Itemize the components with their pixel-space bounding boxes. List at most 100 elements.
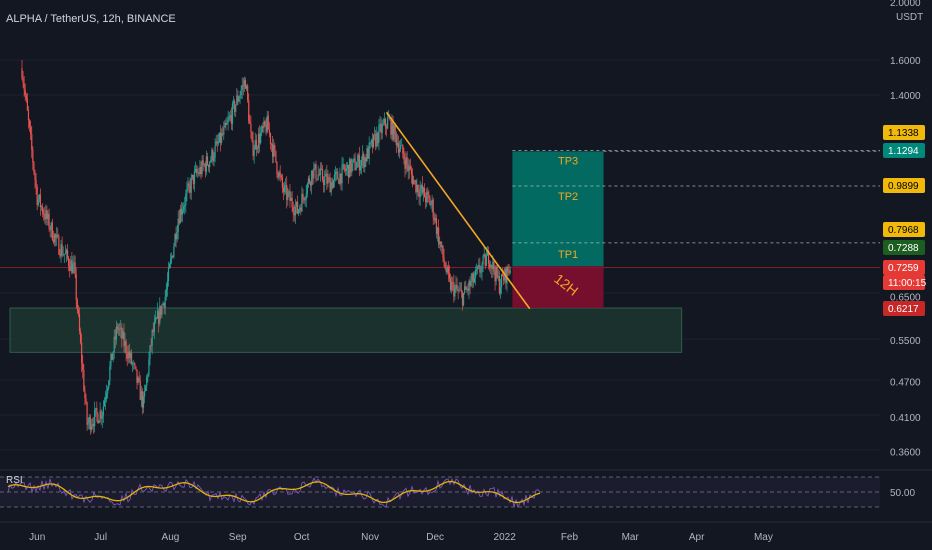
candle: [74, 255, 76, 279]
candle: [471, 272, 473, 289]
candle: [433, 212, 435, 225]
candle-body: [183, 206, 185, 211]
candle: [462, 292, 465, 307]
candle: [257, 127, 260, 154]
candle-body: [448, 273, 451, 279]
candle-body: [148, 359, 150, 375]
candle: [206, 152, 209, 166]
candle: [472, 271, 474, 288]
price-tick-label: 0.6500: [890, 292, 921, 303]
candle-body: [316, 179, 318, 180]
candle-body: [203, 164, 205, 166]
candle-body: [66, 250, 69, 258]
candle-body: [320, 168, 323, 170]
candle: [127, 345, 129, 364]
candle-body: [57, 234, 59, 237]
candle-body: [117, 329, 120, 330]
candle: [360, 156, 363, 175]
candle-body: [190, 177, 192, 193]
candle-body: [104, 397, 107, 401]
candle-body: [321, 168, 324, 180]
candle-body: [340, 173, 342, 184]
candle-body: [451, 282, 453, 291]
candle: [148, 351, 150, 377]
candle-body: [366, 148, 368, 162]
candle: [87, 417, 89, 430]
candle-body: [48, 213, 50, 229]
candle-body: [145, 385, 147, 392]
candle: [117, 323, 120, 336]
candle-body: [435, 218, 438, 234]
candle: [262, 122, 264, 133]
candle: [23, 76, 25, 97]
candle: [222, 126, 224, 137]
candle: [448, 265, 451, 283]
candle: [482, 254, 484, 273]
candle: [184, 196, 186, 215]
candle: [269, 132, 272, 150]
price-badge-bg: [883, 260, 925, 275]
candle-body: [46, 210, 48, 220]
candle: [413, 176, 415, 185]
candle-body: [136, 369, 138, 383]
candle: [365, 153, 367, 167]
candle-body: [110, 353, 112, 366]
candle-body: [91, 424, 94, 426]
candle-body: [499, 287, 502, 294]
price-tick-label: 0.5500: [890, 336, 921, 347]
candle: [66, 243, 69, 261]
candle: [125, 339, 127, 362]
time-tick-label: Dec: [426, 532, 444, 543]
candle: [129, 350, 132, 365]
time-axis[interactable]: Jun Jul Aug Sep Oct Nov Dec 2022 Feb Mar Apr May: [0, 521, 932, 543]
candle: [341, 156, 343, 192]
candle: [353, 154, 355, 163]
chart-overlays: [385, 111, 880, 310]
candle-body: [215, 141, 217, 146]
candle: [299, 204, 301, 214]
candle: [153, 315, 155, 339]
candle: [236, 87, 238, 106]
candle-body: [302, 193, 304, 198]
candle-body: [460, 289, 463, 292]
candle: [203, 162, 205, 168]
target-zone: [512, 151, 604, 267]
candle: [45, 204, 47, 226]
candle: [244, 77, 247, 90]
price-badge-bg: [883, 240, 925, 255]
candle: [217, 133, 219, 147]
candle: [330, 177, 332, 196]
candle: [337, 168, 339, 180]
candle: [92, 417, 95, 434]
candle: [49, 225, 51, 238]
candle-body: [237, 95, 239, 102]
candle-body: [455, 284, 457, 288]
candle: [41, 203, 44, 218]
candle-body: [382, 123, 384, 125]
candle: [329, 172, 331, 193]
candle: [398, 140, 401, 159]
price-badge-bg: [883, 222, 925, 237]
price-badge-bg: [883, 178, 925, 193]
candle-body: [198, 172, 200, 175]
candle-body: [287, 192, 289, 200]
candle: [47, 210, 49, 226]
candle-body: [161, 305, 163, 315]
candle: [218, 132, 221, 144]
candle: [435, 214, 438, 239]
candle-body: [163, 303, 165, 309]
candle: [497, 269, 499, 282]
candlestick-series: [21, 60, 511, 435]
candle: [52, 230, 55, 245]
candle-body: [201, 160, 203, 174]
candle-body: [133, 363, 135, 365]
candle-body: [264, 121, 266, 126]
candle-body: [122, 331, 124, 339]
candle: [303, 196, 305, 205]
price-badge-label: 0.6217: [888, 304, 919, 315]
candle-body: [453, 282, 455, 297]
candle: [248, 93, 250, 125]
price-axis[interactable]: 1.6000 1.4000 0.6500 0.5500 0.4700 0.4100 0.36…: [883, 56, 927, 458]
candle: [81, 333, 83, 373]
